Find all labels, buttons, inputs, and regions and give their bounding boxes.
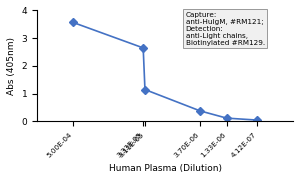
X-axis label: Human Plasma (Dilution): Human Plasma (Dilution) bbox=[109, 164, 221, 173]
Y-axis label: Abs (405nm): Abs (405nm) bbox=[7, 37, 16, 95]
Text: Capture:
anti-HuIgM, #RM121;
Detection:
anti-Light chains,
Biotinylated #RM129.: Capture: anti-HuIgM, #RM121; Detection: … bbox=[185, 12, 265, 46]
